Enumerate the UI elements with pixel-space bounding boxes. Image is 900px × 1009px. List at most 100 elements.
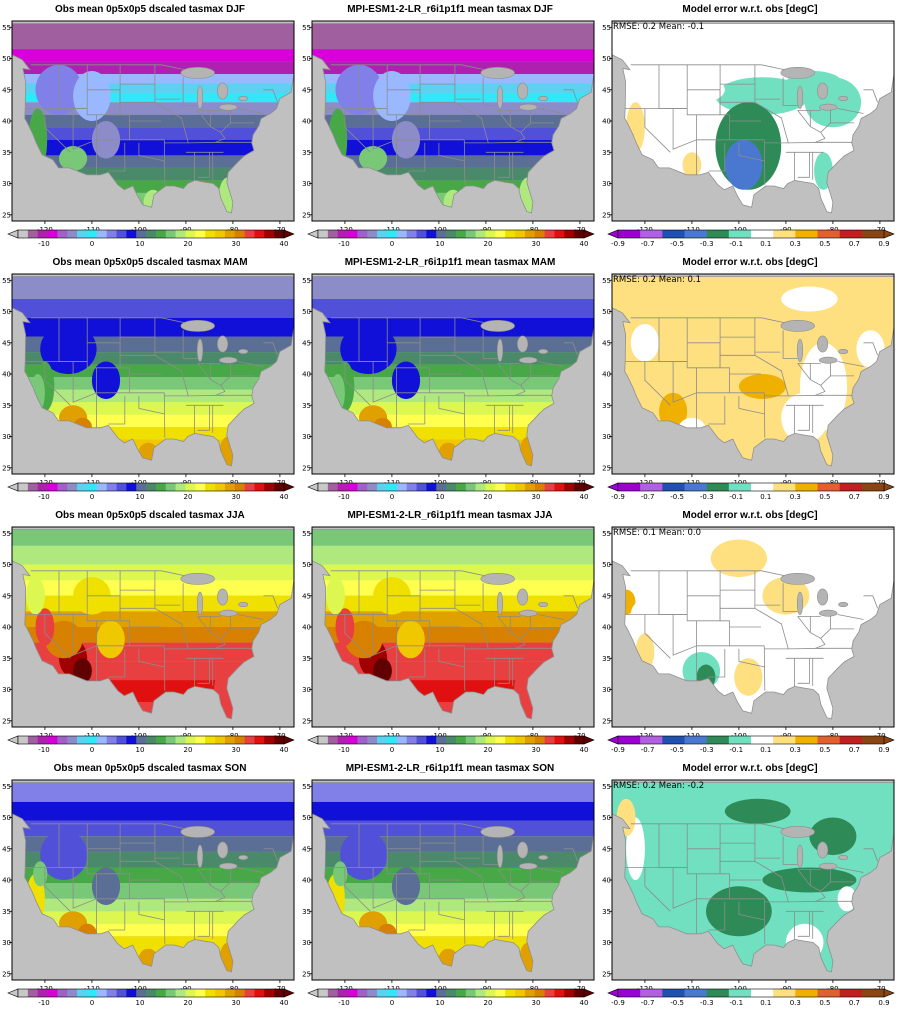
colorbar-swatch (706, 736, 730, 744)
colorbar-swatch (534, 736, 545, 744)
colorbar-swatch (377, 230, 388, 238)
colorbar-label: 0 (390, 493, 394, 501)
colorbar: -0.9 -0.7 -0.5 -0.3 -0.1 0.1 0.3 0.5 0.7 0.9 (607, 735, 895, 754)
colorbar-swatch (377, 989, 388, 997)
colorbar-swatch (751, 230, 774, 238)
colorbar-swatch (367, 230, 378, 238)
lat-tick-label: 45 (602, 845, 611, 853)
colorbar-swatch (534, 483, 545, 491)
lat-tick-label: 40 (2, 624, 11, 632)
lat-tick-label: 25 (2, 211, 11, 219)
colorbar-label: 0 (390, 746, 394, 754)
colorbar-swatch (416, 230, 427, 238)
colorbar-swatch (839, 736, 863, 744)
colorbar-swatch (564, 736, 575, 744)
panel-obs-son: -120-110-100-90-80-7055504540353025-1001… (0, 759, 300, 1009)
colorbar: -10 0 10 20 30 40 (307, 482, 595, 501)
colorbar-swatch (244, 230, 255, 238)
colorbar-label: 20 (184, 999, 193, 1007)
colorbar-swatch (244, 736, 255, 744)
colorbar-swatch (27, 483, 38, 491)
panel-title: Obs mean 0p5x0p5 dscaled tasmax JJA (55, 510, 245, 521)
lat-tick-label: 45 (302, 592, 311, 600)
colorbar-swatch (446, 989, 457, 997)
colorbar-swatch (195, 736, 206, 744)
colorbar-swatch (264, 736, 275, 744)
colorbar-swatch (215, 230, 226, 238)
panel-title: Obs mean 0p5x0p5 dscaled tasmax SON (53, 763, 247, 774)
lat-tick-label: 40 (602, 624, 611, 632)
colorbar-max-arrow (883, 988, 895, 998)
colorbar-label: 0.7 (849, 746, 860, 754)
colorbar-swatch (751, 989, 774, 997)
colorbar-swatch (436, 483, 447, 491)
colorbar-swatch (155, 230, 167, 238)
colorbar-label: -0.7 (641, 240, 655, 248)
colorbar-swatch (406, 989, 417, 997)
colorbar-swatch (357, 483, 368, 491)
colorbar-swatch (57, 989, 68, 997)
colorbar-swatch (357, 230, 368, 238)
lat-tick-label: 35 (302, 908, 311, 916)
colorbar-swatch (146, 483, 157, 491)
colorbar-swatch (640, 483, 663, 491)
lat-tick-label: 45 (302, 339, 311, 347)
colorbar-label: -0.9 (611, 746, 625, 754)
colorbar-label: -10 (338, 240, 349, 248)
panel-title: MPI-ESM1-2-LR_r6i1p1f1 mean tasmax JJA (347, 510, 553, 521)
lat-tick-label: 45 (2, 845, 11, 853)
lat-tick-label: 25 (602, 970, 611, 978)
colorbar-min-arrow (607, 988, 619, 998)
colorbar-swatch (795, 230, 818, 238)
colorbar-swatch (27, 230, 38, 238)
colorbar-swatch (396, 736, 407, 744)
lat-tick-label: 30 (602, 939, 611, 947)
colorbar-label: 40 (280, 493, 289, 501)
colorbar-swatch (155, 483, 167, 491)
colorbar-swatch (136, 736, 147, 744)
colorbar-swatch (817, 483, 840, 491)
colorbar-swatch (475, 736, 486, 744)
lat-tick-label: 30 (2, 686, 11, 694)
lat-tick-label: 35 (602, 149, 611, 157)
colorbar-label: 40 (580, 999, 589, 1007)
colorbar-label: 0 (390, 240, 394, 248)
colorbar-label: 20 (484, 999, 493, 1007)
colorbar-min-arrow (307, 229, 319, 239)
lat-tick-label: 45 (602, 339, 611, 347)
lat-tick-label: 50 (2, 561, 11, 569)
colorbar-label: 0 (90, 240, 94, 248)
colorbar-swatch (684, 483, 707, 491)
colorbar-swatch (165, 736, 176, 744)
lat-tick-label: 45 (602, 592, 611, 600)
colorbar-swatch (495, 736, 506, 744)
colorbar-label: -0.7 (641, 493, 655, 501)
colorbar: -0.9 -0.7 -0.5 -0.3 -0.1 0.1 0.3 0.5 0.7 0.9 (607, 988, 895, 1007)
colorbar-swatch (861, 230, 885, 238)
colorbar-swatch (234, 989, 245, 997)
lat-tick-label: 35 (2, 402, 11, 410)
colorbar-swatch (446, 483, 457, 491)
panel-title: Model error w.r.t. obs [degC] (682, 763, 818, 774)
colorbar-swatch (318, 736, 329, 744)
panel-title: Model error w.r.t. obs [degC] (682, 257, 818, 268)
colorbar-swatch (327, 230, 338, 238)
colorbar-label: 0.9 (878, 999, 889, 1007)
lat-tick-label: 25 (2, 464, 11, 472)
lat-tick-label: 25 (2, 717, 11, 725)
map-model-djf: -120-110-100-90-80-7055504540353025-1001… (302, 20, 595, 248)
colorbar-label: 40 (580, 746, 589, 754)
lat-tick-label: 30 (302, 939, 311, 947)
colorbar-swatch (67, 230, 78, 238)
colorbar-swatch (116, 736, 127, 744)
colorbar-swatch (185, 736, 196, 744)
colorbar-swatch (426, 989, 437, 997)
colorbar-label: -0.3 (700, 746, 714, 754)
colorbar-swatch (728, 989, 752, 997)
colorbar-swatch (684, 989, 707, 997)
colorbar: -10 0 10 20 30 40 (7, 735, 295, 754)
colorbar-label: -0.3 (700, 240, 714, 248)
colorbar-swatch (485, 736, 496, 744)
colorbar-swatch (264, 230, 275, 238)
lat-tick-label: 50 (2, 308, 11, 316)
